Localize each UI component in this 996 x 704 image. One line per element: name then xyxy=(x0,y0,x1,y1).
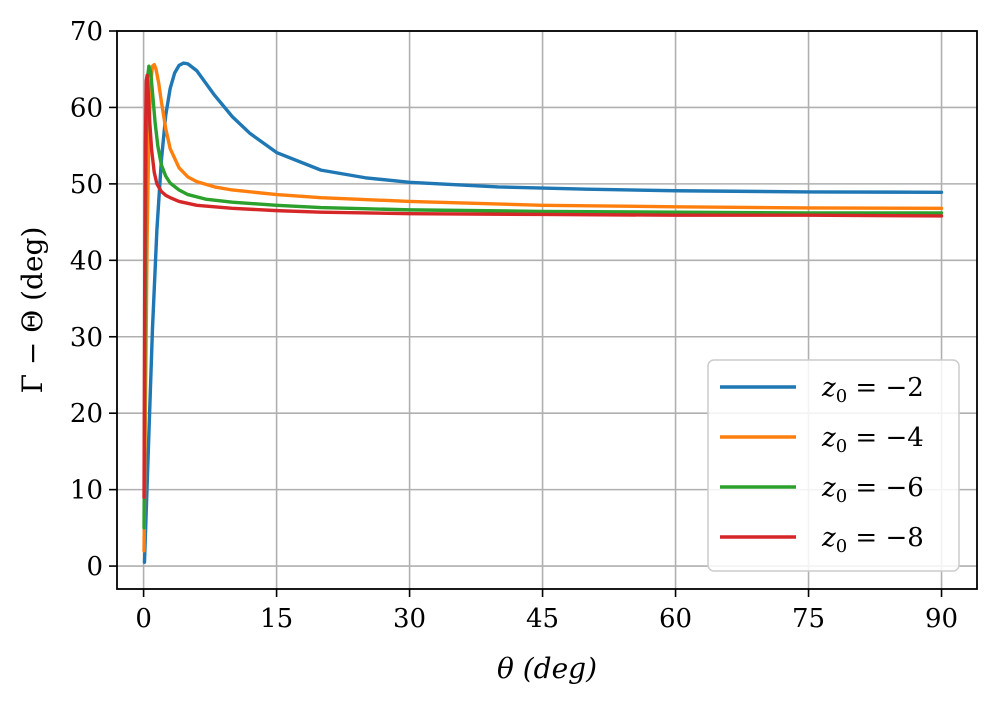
series-layer xyxy=(142,61,944,564)
x-tick-label: 30 xyxy=(393,604,426,634)
x-tick-label: 0 xyxy=(135,604,152,634)
x-tick-label: 60 xyxy=(659,604,692,634)
y-tick-label: 70 xyxy=(70,17,103,47)
legend-label-2: z0 = −4 xyxy=(821,423,924,457)
y-tick-label: 50 xyxy=(70,170,103,200)
legend-label-4: z0 = −8 xyxy=(821,523,924,557)
x-tick-label: 90 xyxy=(925,604,958,634)
y-tick-label: 0 xyxy=(86,552,103,582)
x-tick-label: 75 xyxy=(792,604,825,634)
x-tick-label: 45 xyxy=(526,604,559,634)
plot-frame xyxy=(116,30,978,590)
y-tick-label: 30 xyxy=(70,323,103,353)
series-line-3 xyxy=(142,64,944,530)
legend-label-3: z0 = −6 xyxy=(821,473,924,507)
ticks: 0 15 30 45 60 75 90 0 10 20 30 40 50 60 70 xyxy=(70,17,958,634)
series-line-2 xyxy=(142,62,944,553)
y-tick-label: 20 xyxy=(70,399,103,429)
y-tick-label: 10 xyxy=(70,476,103,506)
y-tick-label: 60 xyxy=(70,93,103,123)
legend-box xyxy=(707,359,960,572)
series-line-4 xyxy=(142,73,944,499)
y-tick-label: 40 xyxy=(70,246,103,276)
legend-label-1: z0 = −2 xyxy=(821,373,924,407)
y-axis-label: Γ − Θ (deg) xyxy=(16,227,49,394)
x-tick-label: 15 xyxy=(260,604,293,634)
x-axis-label: θ (deg) xyxy=(497,652,597,685)
legend: z0 = −2 z0 = −4 z0 = −6 z0 = −8 xyxy=(707,359,960,572)
